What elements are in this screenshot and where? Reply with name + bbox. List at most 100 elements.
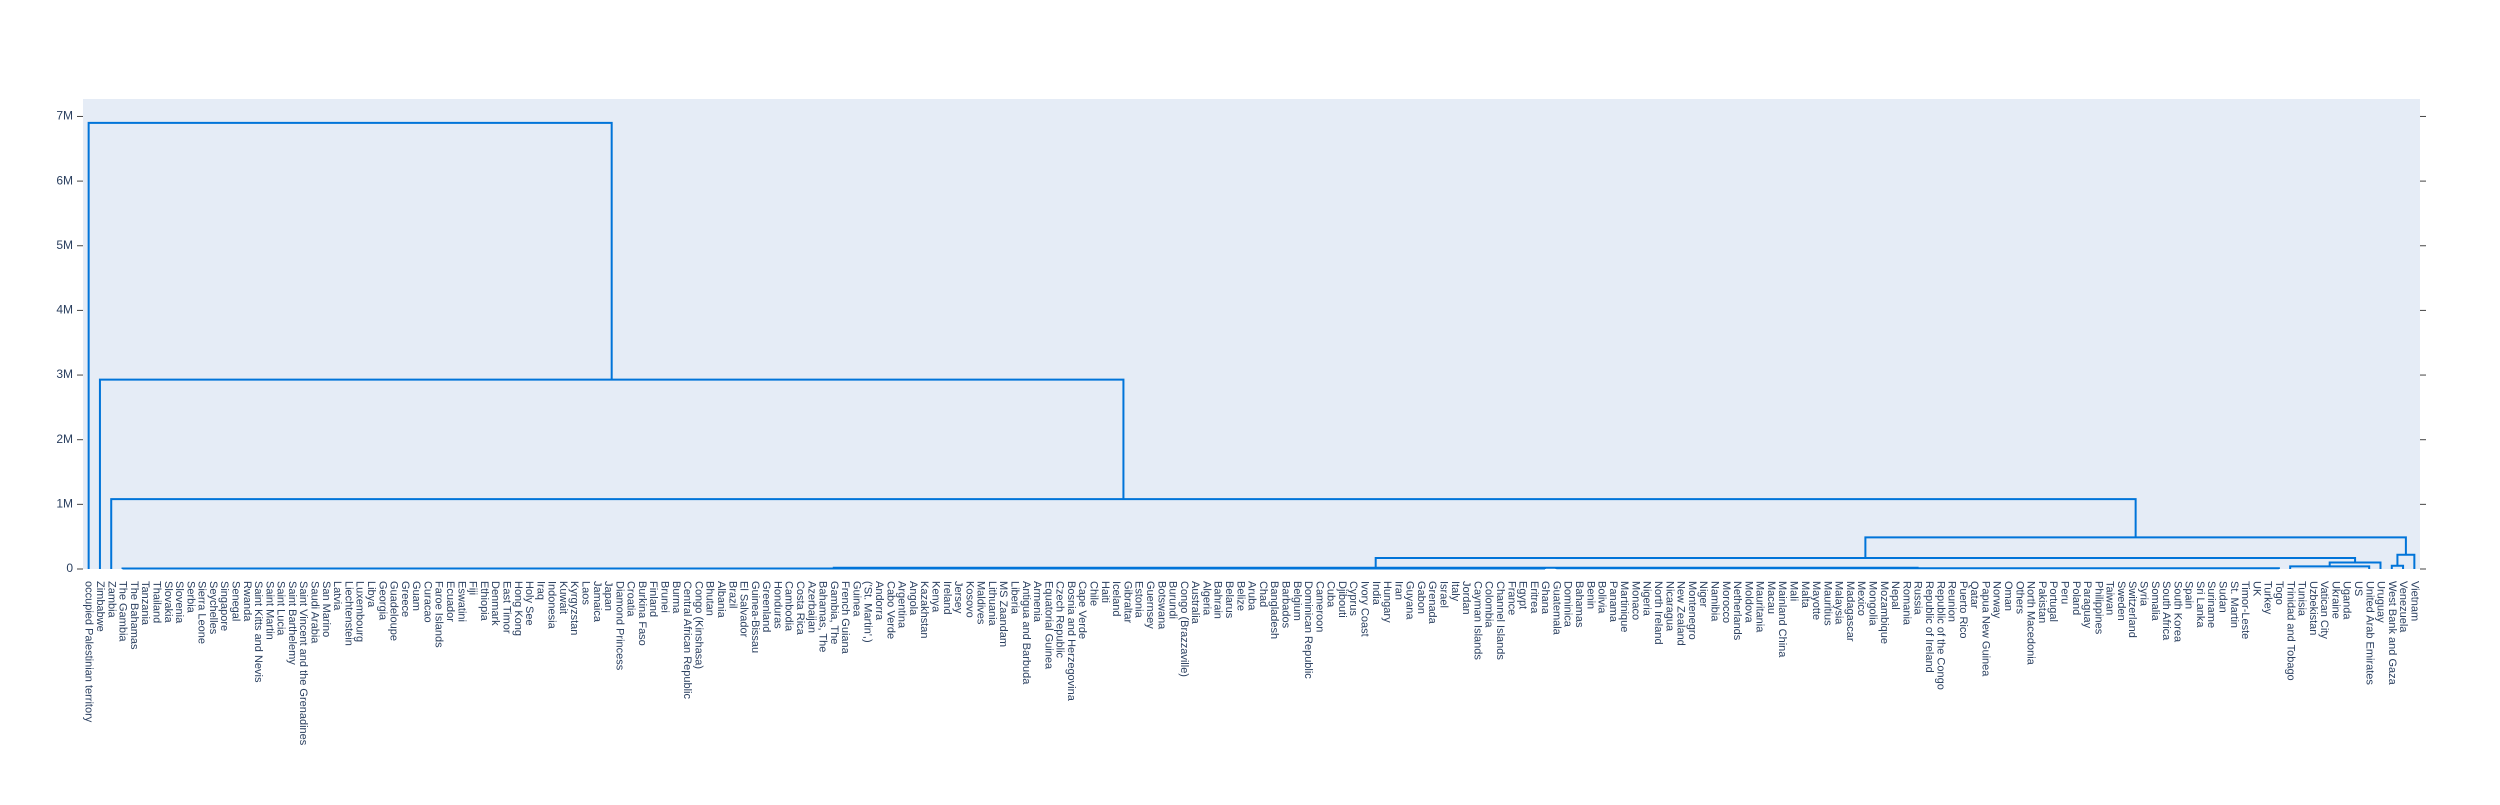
dendrogram-link bbox=[832, 566, 1919, 569]
leaf-label: Kenya bbox=[929, 581, 941, 613]
leaf-label: Norway bbox=[1991, 581, 2003, 619]
leaf-label: Qatar bbox=[1968, 581, 1980, 609]
y-tick-label: 1M bbox=[56, 497, 73, 511]
leaf-label: Kosovo bbox=[963, 581, 975, 618]
leaf-label: Finland bbox=[647, 581, 659, 617]
leaf-label: Curacao bbox=[421, 581, 433, 623]
leaf-label: West Bank and Gaza bbox=[2386, 581, 2398, 686]
leaf-label: Ireland bbox=[941, 581, 953, 615]
leaf-label: Sierra Leone bbox=[196, 581, 208, 644]
leaf-label: Sri Lanka bbox=[2194, 581, 2206, 628]
leaf-label: Mali bbox=[1788, 581, 1800, 601]
leaf-label: Angola bbox=[907, 581, 919, 616]
leaf-label: Antigua and Barbuda bbox=[1020, 581, 1032, 685]
leaf-label: Iceland bbox=[1110, 581, 1122, 616]
leaf-label: Cuba bbox=[1325, 581, 1337, 608]
leaf-label: Oman bbox=[2002, 581, 2014, 611]
y-tick-label: 5M bbox=[56, 238, 73, 252]
leaf-label: Guam bbox=[410, 581, 422, 611]
leaf-label: Paraguay bbox=[2081, 581, 2093, 629]
leaf-label: Tanzania bbox=[139, 581, 151, 626]
leaf-label: Mayotte bbox=[1810, 581, 1822, 620]
leaf-label: Poland bbox=[2070, 581, 2082, 615]
leaf-label: Bangladesh bbox=[1268, 581, 1280, 639]
leaf-label: Macau bbox=[1765, 581, 1777, 614]
leaf-label: Spain bbox=[2183, 581, 2195, 609]
leaf-label: Gabon bbox=[1415, 581, 1427, 614]
leaf-label: Republic of the Congo bbox=[1934, 581, 1946, 690]
leaf-label: Israel bbox=[1438, 581, 1450, 608]
leaf-label: Serbia bbox=[184, 581, 196, 614]
leaf-label: Lithuania bbox=[986, 581, 998, 627]
leaf-label: Togo bbox=[2273, 581, 2285, 605]
leaf-label: Mozambique bbox=[1878, 581, 1890, 644]
leaf-label: Syria bbox=[2137, 581, 2149, 607]
leaf-label: Belgium bbox=[1291, 581, 1303, 621]
dendrogram-link bbox=[110, 498, 2137, 569]
leaf-label: Vatican City bbox=[2318, 581, 2330, 639]
y-tick-label: 6M bbox=[56, 173, 73, 187]
leaf-label: Moldova bbox=[1742, 581, 1754, 623]
leaf-label: Argentina bbox=[896, 581, 908, 629]
leaf-label: MS Zaandam bbox=[997, 581, 1009, 647]
dendrogram-link bbox=[2390, 564, 2405, 569]
leaf-label: Fiji bbox=[467, 581, 479, 595]
leaf-label: Colombia bbox=[1483, 581, 1495, 628]
leaf-label: Montenegro bbox=[1686, 581, 1698, 640]
leaf-label: East Timor bbox=[500, 581, 512, 634]
leaf-label: Iraq bbox=[534, 581, 546, 600]
leaf-label: Georgia bbox=[376, 581, 388, 621]
leaf-label: Belarus bbox=[1223, 581, 1235, 619]
leaf-label: Hong Kong bbox=[512, 581, 524, 636]
leaf-label: San Marino bbox=[320, 581, 332, 637]
leaf-label: Kyrgyzstan bbox=[568, 581, 580, 635]
leaf-label: North Ireland bbox=[1652, 581, 1664, 645]
leaf-label: Puerto Rico bbox=[1957, 581, 1969, 638]
leaf-label: Chad bbox=[1257, 581, 1269, 607]
leaf-label: Namibia bbox=[1708, 581, 1720, 622]
leaf-label: Albania bbox=[715, 581, 727, 619]
leaf-label: The Gambia bbox=[117, 581, 129, 642]
leaf-label: Kazakhstan bbox=[918, 581, 930, 638]
leaf-label: The Bahamas bbox=[128, 581, 140, 650]
leaf-label: Laos bbox=[579, 581, 591, 605]
leaf-label: Armenia bbox=[1031, 581, 1043, 623]
y-tick-label: 0 bbox=[66, 561, 73, 575]
leaf-label: Portugal bbox=[2047, 581, 2059, 622]
leaf-label: Madagascar bbox=[1844, 581, 1856, 642]
leaf-label: Liechtenstein bbox=[342, 581, 354, 646]
leaf-label: UK bbox=[2250, 581, 2262, 597]
dendrogram-link bbox=[87, 121, 613, 569]
leaf-label: Cayman Islands bbox=[1471, 581, 1483, 660]
leaf-label: Luxembourg bbox=[354, 581, 366, 642]
leaf-label: Nepal bbox=[1889, 581, 1901, 610]
leaf-label: Peru bbox=[2058, 581, 2070, 604]
leaf-label: South Korea bbox=[2171, 581, 2183, 643]
leaf-label: Philippines bbox=[2092, 581, 2104, 635]
leaf-label: Cyprus bbox=[1347, 581, 1359, 616]
leaf-label: Tunisia bbox=[2296, 581, 2308, 617]
leaf-label: Morocco bbox=[1720, 581, 1732, 623]
leaf-label: Holy See bbox=[523, 581, 535, 626]
leaf-label: Equatorial Guinea bbox=[1042, 581, 1054, 670]
leaf-label: Italy bbox=[1449, 581, 1461, 602]
leaf-label: Mongolia bbox=[1867, 581, 1879, 627]
leaf-label: Iran bbox=[1392, 581, 1404, 600]
leaf-label: Bahrain bbox=[1212, 581, 1224, 619]
leaf-label: Costa Rica bbox=[794, 581, 806, 636]
leaf-label: Zambia bbox=[105, 581, 117, 619]
leaf-label: Greece bbox=[399, 581, 411, 617]
leaf-label: Saint Lucia bbox=[275, 581, 287, 636]
leaf-label: Latvia bbox=[331, 581, 343, 611]
leaf-label: Burma bbox=[670, 581, 682, 614]
leaf-label: Vietnam bbox=[2408, 581, 2420, 621]
leaf-label: Saint Barthelemy bbox=[286, 581, 298, 665]
leaf-label: Brunei bbox=[659, 581, 671, 613]
leaf-label: Eswatini bbox=[455, 581, 467, 622]
leaf-label: Mexico bbox=[1855, 581, 1867, 616]
leaf-label: Sudan bbox=[2217, 581, 2229, 613]
leaf-label: Japan bbox=[602, 581, 614, 611]
leaf-label: Venezuela bbox=[2397, 581, 2409, 633]
leaf-label: Saint Kitts and Nevis bbox=[252, 581, 264, 683]
leaf-label: Singapore bbox=[218, 581, 230, 631]
